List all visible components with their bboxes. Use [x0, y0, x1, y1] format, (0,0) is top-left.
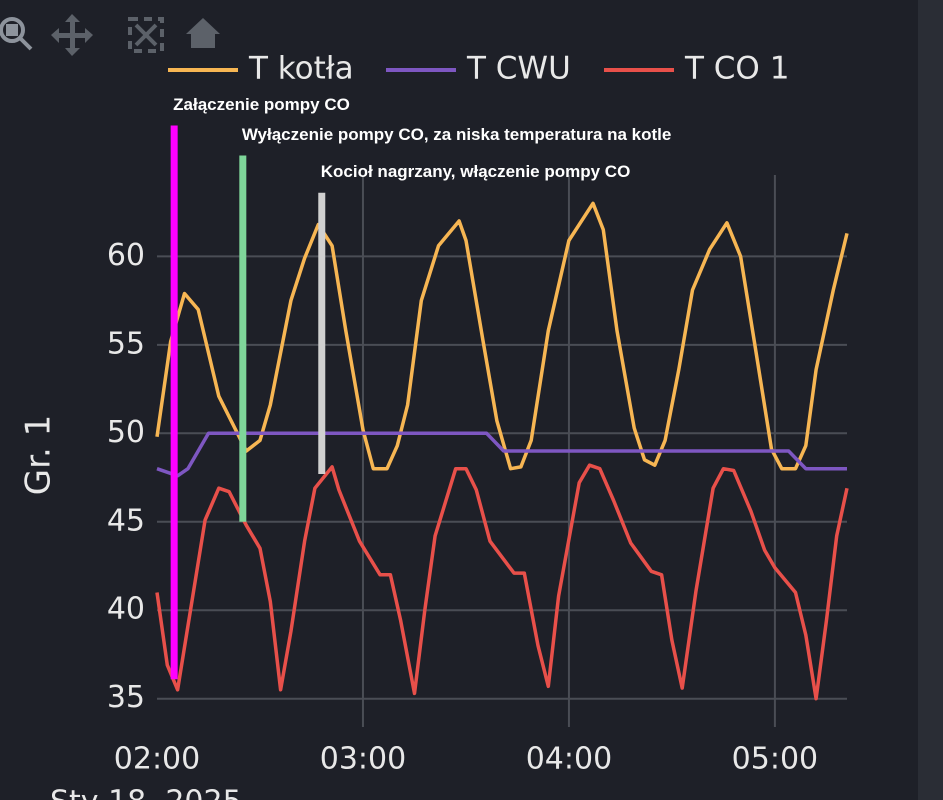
x-tick-label: 05:00	[732, 742, 818, 777]
zoom-button[interactable]	[0, 17, 33, 51]
y-axis-label: Gr. 1	[19, 415, 59, 495]
toolbar	[0, 14, 220, 56]
y-tick-label: 55	[107, 326, 145, 361]
series-line	[156, 431, 847, 478]
x-tick-label: 03:00	[320, 742, 406, 777]
series-line	[155, 463, 849, 701]
annotation-label: Kocioł nagrzany, włączenie pompy CO	[321, 162, 631, 181]
legend-label: T kotła	[248, 51, 354, 87]
y-tick-label: 50	[107, 415, 145, 450]
x-date-label: Sty 18, 2025	[50, 785, 242, 800]
pan-button[interactable]	[51, 14, 93, 56]
annotation-label: Wyłączenie pompy CO, za niska temperatur…	[242, 125, 672, 144]
annotation-label: Załączenie pompy CO	[173, 95, 350, 114]
x-tick-label: 04:00	[526, 742, 612, 777]
y-tick-label: 45	[107, 503, 145, 538]
legend-label: T CWU	[466, 51, 571, 87]
x-tick-label: 02:00	[114, 742, 200, 777]
home-button[interactable]	[186, 18, 220, 48]
legend-label: T CO 1	[684, 51, 789, 87]
y-tick-label: 35	[107, 680, 145, 715]
y-tick-label: 40	[107, 592, 145, 627]
autoscale-button[interactable]	[128, 17, 164, 53]
series-line	[155, 201, 849, 471]
side-panel	[918, 0, 943, 800]
y-tick-label: 60	[107, 238, 145, 273]
